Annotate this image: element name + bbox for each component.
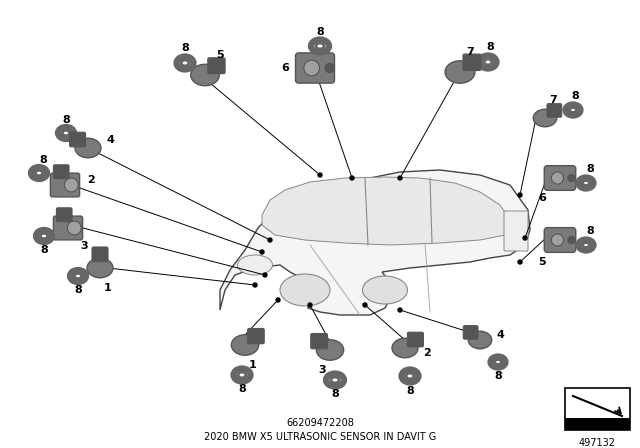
- Bar: [565, 388, 630, 430]
- Text: 7: 7: [466, 47, 474, 57]
- Text: 4: 4: [496, 330, 504, 340]
- Text: 8: 8: [486, 42, 494, 52]
- FancyBboxPatch shape: [56, 208, 72, 222]
- FancyBboxPatch shape: [408, 332, 424, 347]
- Text: 2020 BMW X5 ULTRASONIC SENSOR IN DAVIT G: 2020 BMW X5 ULTRASONIC SENSOR IN DAVIT G: [204, 432, 436, 442]
- Ellipse shape: [445, 61, 475, 83]
- Ellipse shape: [87, 258, 113, 278]
- Circle shape: [363, 303, 367, 307]
- Text: 5: 5: [216, 50, 224, 60]
- Circle shape: [260, 250, 264, 254]
- FancyBboxPatch shape: [53, 165, 69, 179]
- Text: 8: 8: [494, 371, 502, 381]
- FancyBboxPatch shape: [248, 328, 264, 344]
- Circle shape: [318, 173, 322, 177]
- Text: 5: 5: [538, 257, 546, 267]
- FancyBboxPatch shape: [53, 216, 83, 240]
- Text: 1: 1: [249, 360, 257, 370]
- Text: 8: 8: [39, 155, 47, 165]
- Ellipse shape: [552, 172, 564, 184]
- Text: 3: 3: [80, 241, 88, 251]
- Circle shape: [398, 176, 402, 180]
- Text: 7: 7: [549, 95, 557, 105]
- FancyBboxPatch shape: [463, 326, 478, 339]
- Text: 8: 8: [74, 285, 82, 295]
- Ellipse shape: [280, 274, 330, 306]
- Ellipse shape: [304, 60, 319, 76]
- Circle shape: [350, 176, 354, 180]
- Text: 8: 8: [406, 386, 414, 396]
- Ellipse shape: [65, 178, 78, 192]
- Text: 2: 2: [423, 348, 431, 358]
- Ellipse shape: [316, 340, 344, 360]
- Text: 6: 6: [538, 193, 546, 203]
- Circle shape: [263, 273, 267, 277]
- Ellipse shape: [533, 109, 557, 127]
- Text: 2: 2: [87, 175, 95, 185]
- FancyBboxPatch shape: [544, 228, 576, 252]
- Ellipse shape: [191, 64, 220, 86]
- Text: 6: 6: [281, 63, 289, 73]
- FancyBboxPatch shape: [51, 173, 79, 197]
- Ellipse shape: [568, 174, 575, 182]
- FancyBboxPatch shape: [544, 166, 576, 190]
- FancyBboxPatch shape: [208, 58, 225, 73]
- FancyBboxPatch shape: [70, 132, 86, 147]
- Ellipse shape: [552, 234, 564, 246]
- Text: 8: 8: [571, 91, 579, 101]
- Ellipse shape: [392, 338, 418, 358]
- Text: 8: 8: [62, 115, 70, 125]
- Text: 8: 8: [238, 384, 246, 394]
- Polygon shape: [220, 170, 530, 315]
- Circle shape: [518, 193, 522, 197]
- Bar: [565, 418, 630, 430]
- Text: 8: 8: [316, 27, 324, 37]
- FancyBboxPatch shape: [296, 53, 335, 83]
- FancyBboxPatch shape: [504, 211, 528, 251]
- Text: 8: 8: [181, 43, 189, 53]
- Circle shape: [523, 236, 527, 240]
- Text: 3: 3: [318, 365, 326, 375]
- Polygon shape: [262, 177, 510, 245]
- Text: 8: 8: [586, 226, 594, 236]
- Ellipse shape: [568, 236, 575, 244]
- Circle shape: [253, 283, 257, 287]
- FancyBboxPatch shape: [463, 54, 481, 70]
- Text: 497132: 497132: [579, 438, 616, 448]
- Circle shape: [398, 308, 402, 312]
- Circle shape: [276, 298, 280, 302]
- Ellipse shape: [237, 255, 273, 275]
- Ellipse shape: [468, 331, 492, 349]
- Text: 4: 4: [106, 135, 114, 145]
- Text: 8: 8: [40, 245, 48, 255]
- FancyBboxPatch shape: [547, 103, 562, 117]
- Text: 8: 8: [331, 389, 339, 399]
- Ellipse shape: [75, 138, 101, 158]
- Text: 1: 1: [104, 283, 112, 293]
- FancyBboxPatch shape: [92, 247, 108, 262]
- Circle shape: [518, 260, 522, 264]
- Text: 66209472208: 66209472208: [286, 418, 354, 428]
- Ellipse shape: [67, 221, 81, 235]
- Text: 8: 8: [586, 164, 594, 174]
- Circle shape: [308, 303, 312, 307]
- Ellipse shape: [325, 63, 335, 73]
- Circle shape: [268, 238, 272, 242]
- Ellipse shape: [231, 335, 259, 355]
- Ellipse shape: [362, 276, 408, 304]
- FancyBboxPatch shape: [311, 333, 328, 349]
